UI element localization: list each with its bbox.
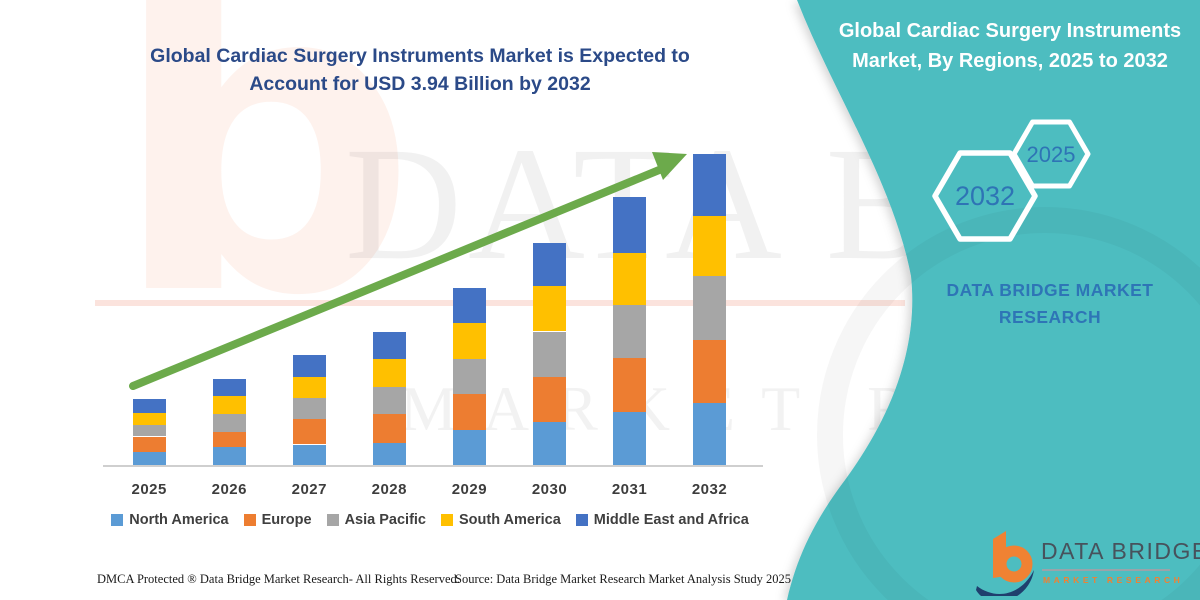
bar-segment-south-america-2028 [372,359,406,387]
legend-swatch [111,514,124,526]
legend-label: Asia Pacific [344,512,426,528]
x-axis-label-2031: 2031 [611,481,648,498]
bar-segment-north-america-2027 [292,444,326,465]
bar-segment-middle-east-and-africa-2026 [212,378,246,397]
bar-segment-europe-2026 [212,431,246,447]
bar-segment-north-america-2030 [533,421,566,466]
bar-segment-europe-2030 [533,376,566,422]
legend-item-north-america: North America [111,512,229,528]
bar-segment-asia-pacific-2025 [132,424,166,437]
x-axis-label-2025: 2025 [131,481,167,498]
bar-segment-south-america-2031 [613,253,646,305]
bar-segment-middle-east-and-africa-2031 [613,197,646,254]
chart-headline-line1: Global Cardiac Surgery Instruments Marke… [150,45,690,67]
bar-segment-north-america-2025 [132,452,166,465]
hexagon-2025-label: 2025 [1027,142,1076,167]
bar-segment-middle-east-and-africa-2028 [372,332,406,360]
bar-segment-europe-2032 [693,340,726,404]
logo-subtitle: MARKET RESEARCH [1043,575,1184,585]
legend-item-south-america: South America [441,512,561,528]
chart-legend: North America Europe Asia Pacific South Ame… [85,512,775,528]
bar-segment-middle-east-and-africa-2029 [452,288,486,323]
bar-segment-europe-2025 [132,436,166,453]
bar-segment-asia-pacific-2028 [372,386,406,414]
side-panel-background [787,0,1200,600]
legend-label: Europe [261,512,312,528]
bar-segment-asia-pacific-2030 [533,331,566,377]
logo-name: DATA BRIDGE [1041,538,1200,564]
logo-divider [1042,569,1170,571]
hexagon-2032 [932,150,1038,242]
bar-segment-south-america-2026 [212,396,246,414]
x-axis-line [103,465,763,467]
chart-headline: Global Cardiac Surgery Instruments Marke… [120,42,720,98]
bar-segment-asia-pacific-2026 [212,413,246,432]
legend-item-asia-pacific: Asia Pacific [326,512,426,528]
legend-swatch [326,514,339,526]
bar-segment-europe-2029 [452,393,486,431]
bar-segment-europe-2027 [292,419,326,445]
bar-segment-asia-pacific-2031 [613,304,646,359]
bar-segment-south-america-2025 [132,412,166,425]
bar-segment-south-america-2030 [533,285,566,332]
legend-item-europe: Europe [243,512,312,528]
hexagon-2025 [1011,119,1091,189]
bar-segment-asia-pacific-2029 [452,359,486,394]
x-axis-label-2026: 2026 [211,481,247,498]
bar-segment-north-america-2028 [372,442,406,465]
x-axis-label-2027: 2027 [291,481,327,498]
panel-brand-line1: DATA BRIDGE MARKET [946,280,1154,300]
bar-segment-north-america-2032 [693,403,726,465]
bar-segment-middle-east-and-africa-2025 [132,398,166,413]
legend-label: North America [129,512,229,528]
bar-segment-europe-2031 [613,358,646,412]
bar-segment-south-america-2032 [693,216,726,277]
databridge-logo-icon [976,531,1034,596]
bar-segment-south-america-2029 [452,322,486,360]
hexagon-badges: 2032 2025 [932,119,1091,242]
footer-source-text: Source: Data Bridge Market Research Mark… [455,572,792,586]
legend-item-middle-east-and-africa: Middle East and Africa [575,512,749,528]
panel-title-line2: Market, By Regions, 2025 to 2032 [852,50,1168,72]
panel-brand-line2: RESEARCH [998,307,1102,327]
footer-dmca-text: DMCA Protected ® Data Bridge Market Rese… [97,572,460,586]
legend-swatch [575,514,588,526]
panel-brand-text: DATA BRIDGE MARKET RESEARCH [900,277,1200,331]
logo-b-bowl [995,545,1033,583]
legend-label: South America [459,512,561,528]
x-axis-label-2029: 2029 [451,481,488,498]
bar-segment-middle-east-and-africa-2030 [533,243,566,286]
x-axis-label-2028: 2028 [371,481,407,498]
bar-segment-north-america-2029 [452,430,486,465]
databridge-logo: DATA BRIDGE MARKET RESEARCH [975,524,1200,596]
chart-headline-line2: Account for USD 3.94 Billion by 2032 [249,73,591,95]
x-axis-label-2030: 2030 [531,481,568,498]
bar-segment-middle-east-and-africa-2032 [693,153,726,217]
hexagon-2032-label: 2032 [955,181,1015,211]
panel-title: Global Cardiac Surgery Instruments Marke… [828,16,1192,76]
panel-title-line1: Global Cardiac Surgery Instruments [838,20,1182,42]
x-axis-label-2032: 2032 [691,481,728,498]
bar-segment-asia-pacific-2032 [693,276,726,341]
bar-segment-asia-pacific-2027 [292,397,326,420]
logo-swoosh [976,570,1034,596]
bar-segment-europe-2028 [372,413,406,443]
legend-label: Middle East and Africa [593,512,749,528]
bar-segment-north-america-2026 [212,446,246,465]
bar-segment-middle-east-and-africa-2027 [292,355,326,378]
bar-segment-south-america-2027 [292,377,326,398]
bar-segment-north-america-2031 [613,412,646,465]
legend-swatch [441,514,453,526]
legend-swatch [243,514,256,526]
